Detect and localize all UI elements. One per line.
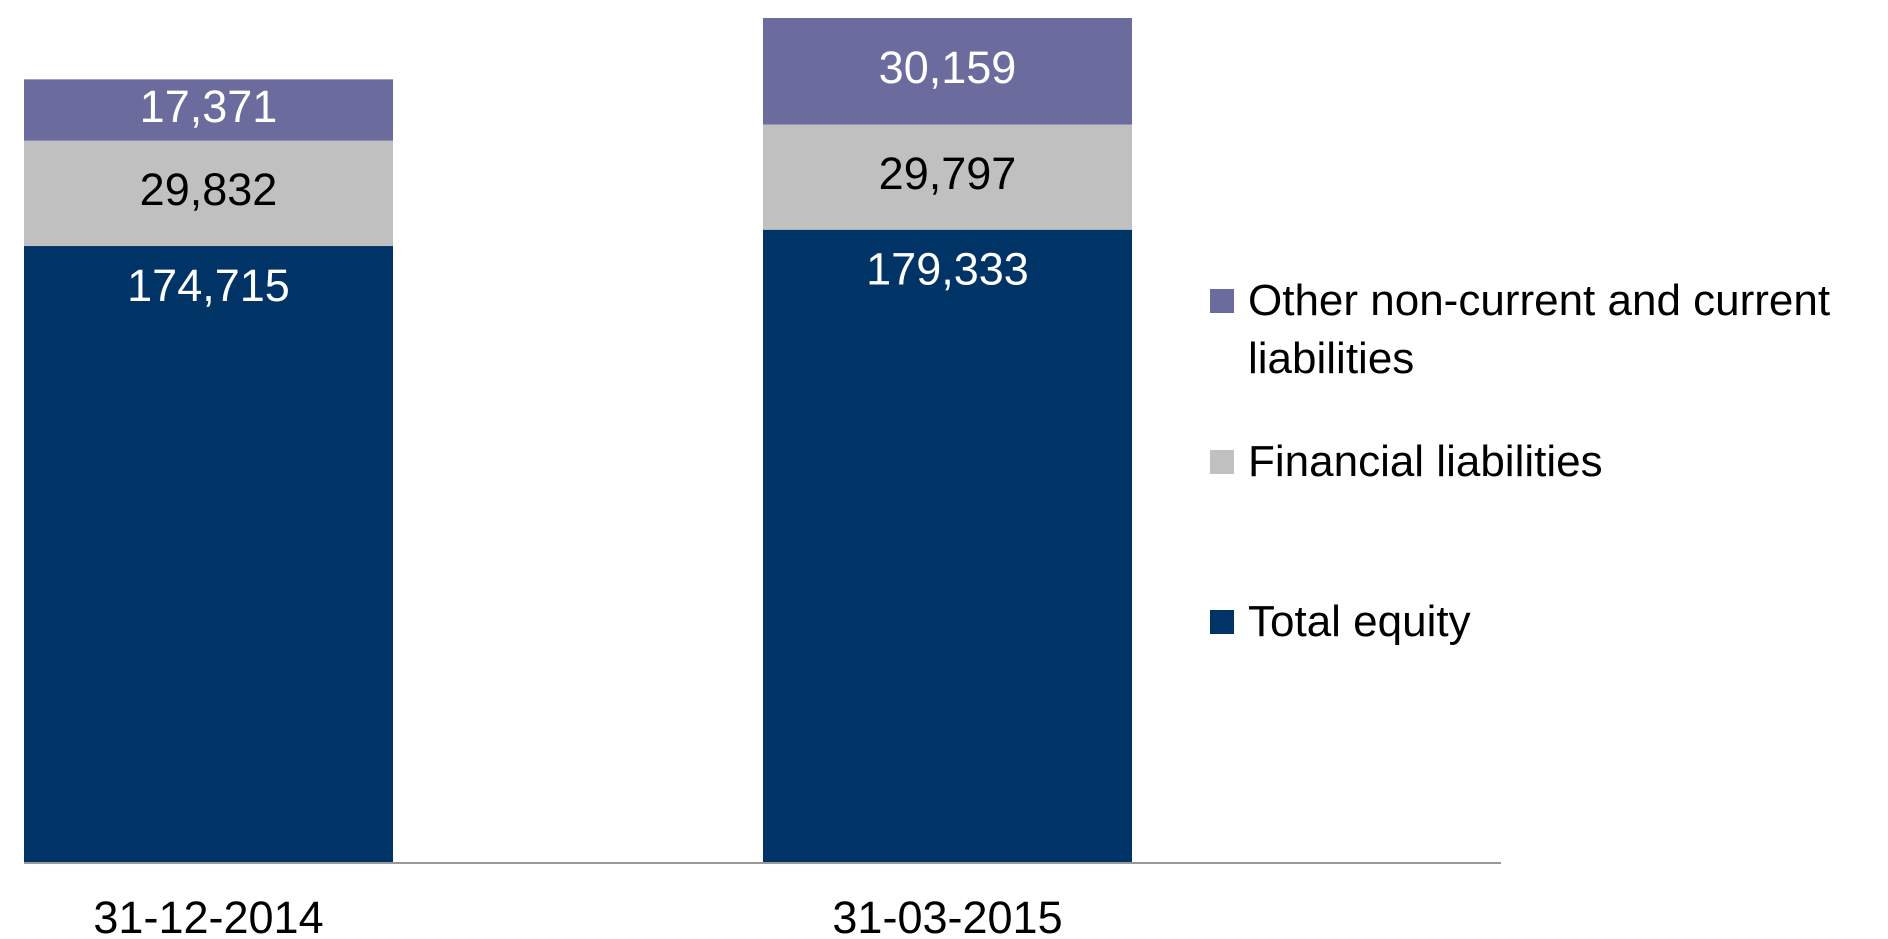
- legend-swatch: [1210, 610, 1234, 634]
- x-tick-label: 31-12-2014: [93, 892, 323, 939]
- bar-segment: [24, 140, 393, 247]
- value-label: 17,371: [140, 81, 278, 132]
- legend-swatch: [1210, 289, 1234, 313]
- bar-segment: [763, 124, 1132, 230]
- x-tick-label: 31-03-2015: [832, 892, 1062, 939]
- bar-segment: [763, 18, 1132, 125]
- value-label: 174,715: [127, 260, 290, 311]
- legend-label: Financial liabilities: [1248, 437, 1603, 486]
- legend-item: Total equity: [1210, 593, 1888, 651]
- value-label: 30,159: [879, 42, 1017, 93]
- bar-segment: [763, 229, 1132, 864]
- legend-label: Other non-current and current liabilitie…: [1248, 276, 1831, 383]
- bar-segment: [24, 246, 393, 863]
- value-label: 29,797: [879, 148, 1017, 199]
- value-label: 179,333: [866, 244, 1029, 295]
- legend-item: Other non-current and current liabilitie…: [1210, 272, 1888, 388]
- legend-swatch: [1210, 450, 1234, 474]
- bar-segment: [24, 79, 393, 141]
- value-label: 29,832: [140, 164, 278, 215]
- legend-item: Financial liabilities: [1210, 433, 1888, 491]
- legend-label: Total equity: [1248, 597, 1471, 646]
